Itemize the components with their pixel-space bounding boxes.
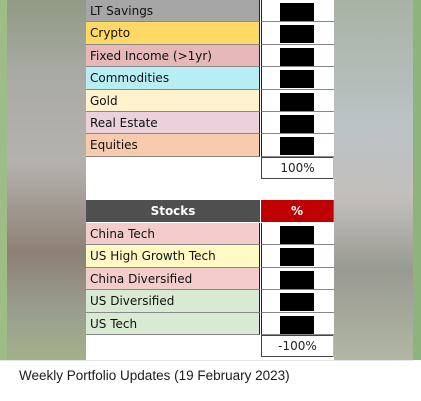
row-value-cell [261,22,334,45]
row-value-cell [261,112,334,135]
redacted-value [280,70,314,89]
caption-text: Weekly Portfolio Updates (19 February 20… [19,368,290,383]
row-value-cell [261,44,334,68]
background-photo-left [0,0,86,360]
allocation-total-accent [333,157,334,179]
row-label: Equities [86,134,260,157]
table-row: China Tech [86,223,334,246]
row-value-cell [261,223,334,246]
spreadsheet-image: LT Savings Crypto Fixed Income (>1yr) Commo… [86,0,334,360]
row-label: China Tech [86,223,260,246]
redacted-value [280,25,314,44]
left-edge-strip [0,0,7,360]
table-row: Commodities [86,67,334,90]
redacted-value [280,92,314,111]
stocks-header-accent [333,200,334,222]
table-row: Crypto [86,22,334,45]
background-photo-right [334,0,421,360]
allocation-total: 100% [261,157,334,179]
redacted-value [280,315,314,334]
row-value-cell [261,67,334,90]
redacted-value [280,3,314,21]
caption-bar: Weekly Portfolio Updates (19 February 20… [0,360,413,401]
stocks-total-accent [333,335,334,357]
redacted-value [280,248,314,267]
row-value-cell [261,312,334,335]
redacted-value [280,137,314,156]
row-value-cell [261,0,334,23]
row-value-cell [261,134,334,157]
table-row: Real Estate [86,112,334,135]
table-row: Gold [86,89,334,112]
redacted-value [280,115,314,133]
row-value-cell [261,290,334,313]
stocks-header-row: Stocks % [86,200,334,222]
row-label: US Tech [86,312,260,335]
row-label: LT Savings [86,0,260,23]
redacted-value [280,293,314,312]
stocks-header-label: Stocks [86,200,260,222]
row-value-cell [261,89,334,112]
stocks-header-percent: % [261,200,333,222]
row-value-cell [261,245,334,268]
table-row: US Diversified [86,290,334,313]
row-label: Real Estate [86,112,260,135]
right-edge-strip [413,0,421,360]
row-label: Commodities [86,67,260,90]
stocks-total: -100% [261,335,334,357]
row-label: Gold [86,89,260,112]
row-label: Crypto [86,22,260,45]
row-label: Fixed Income (>1yr) [86,44,260,68]
table-row: Equities [86,134,334,157]
row-label: US Diversified [86,290,260,313]
redacted-value [280,226,314,244]
redacted-value [280,270,314,289]
row-value-cell [261,267,334,291]
redacted-value [280,47,314,66]
table-row: US High Growth Tech [86,245,334,268]
row-label: China Diversified [86,267,260,291]
row-label: US High Growth Tech [86,245,260,268]
table-row: China Diversified [86,267,334,291]
table-row: Fixed Income (>1yr) [86,44,334,68]
table-row: LT Savings [86,0,334,23]
table-row: US Tech [86,312,334,335]
